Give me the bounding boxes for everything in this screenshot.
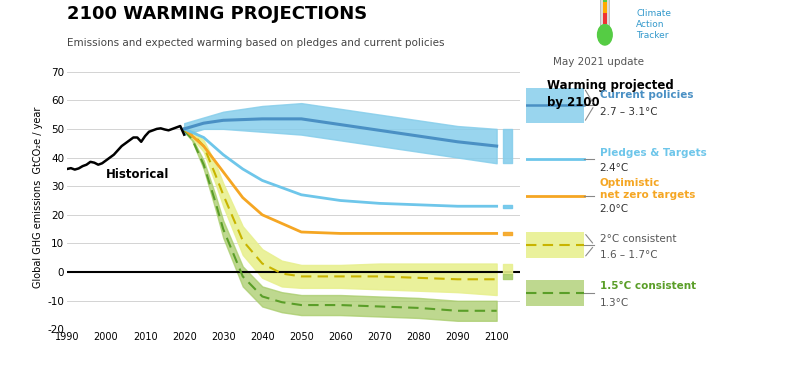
Text: net zero targets: net zero targets [600,190,695,200]
Text: Warming projected
by 2100: Warming projected by 2100 [548,79,674,109]
Bar [526,280,584,306]
Bar [603,0,607,2]
Circle shape [597,25,612,45]
Text: 2.4°C: 2.4°C [600,163,629,173]
Text: 2.0°C: 2.0°C [600,204,629,214]
Text: 1.3°C: 1.3°C [600,298,629,307]
FancyBboxPatch shape [600,0,609,29]
Bar [526,88,584,123]
Text: Pledges & Targets: Pledges & Targets [600,148,706,158]
Bar [603,2,607,13]
Text: 1.6 – 1.7°C: 1.6 – 1.7°C [600,250,657,260]
Y-axis label: Global GHG emissions  GtCO₂e / year: Global GHG emissions GtCO₂e / year [33,107,43,288]
Text: Climate
Action
Tracker: Climate Action Tracker [636,9,671,40]
Text: May 2021 update: May 2021 update [552,57,644,67]
Text: 1.5°C consistent: 1.5°C consistent [600,281,696,291]
Text: Current policies: Current policies [600,90,693,100]
Text: 2100 WARMING PROJECTIONS: 2100 WARMING PROJECTIONS [67,5,367,23]
Bar [603,13,607,24]
Text: Optimistic: Optimistic [600,178,660,187]
Text: Historical: Historical [106,168,169,180]
Bar [526,232,584,258]
Text: Emissions and expected warming based on pledges and current policies: Emissions and expected warming based on … [67,38,444,48]
Text: 2°C consistent: 2°C consistent [600,234,676,243]
Text: 2.7 – 3.1°C: 2.7 – 3.1°C [600,107,657,117]
